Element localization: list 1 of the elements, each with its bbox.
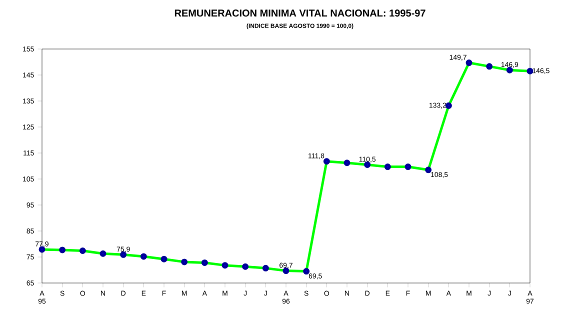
chart-title: REMUNERACION MINIMA VITAL NACIONAL: 1995-97 xyxy=(174,10,426,17)
